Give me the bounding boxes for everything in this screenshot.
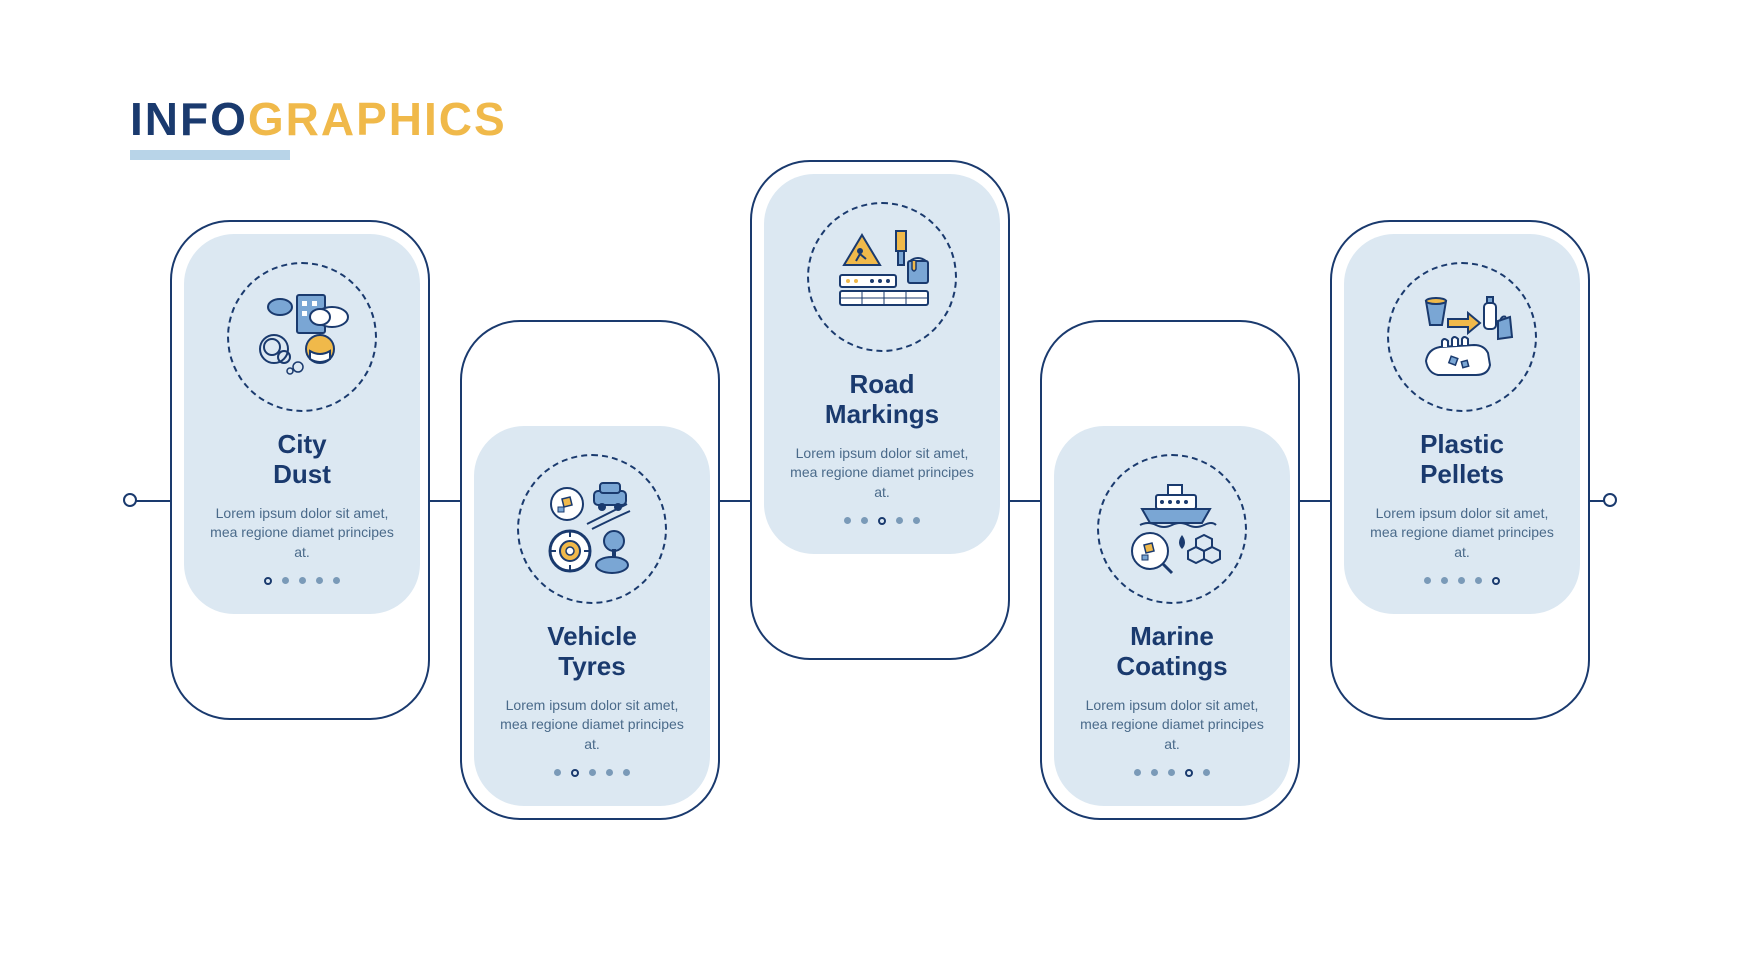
dot bbox=[1168, 769, 1175, 776]
dots-row bbox=[554, 769, 630, 777]
dot bbox=[264, 577, 272, 585]
card-inner: Plastic Pellets Lorem ipsum dolor sit am… bbox=[1344, 234, 1580, 614]
marine-coatings-icon bbox=[1097, 454, 1247, 604]
dots-row bbox=[1424, 577, 1500, 585]
dot bbox=[1458, 577, 1465, 584]
plastic-pellets-icon bbox=[1387, 262, 1537, 412]
card-plastic-pellets: Plastic Pellets Lorem ipsum dolor sit am… bbox=[1330, 220, 1590, 720]
dots-row bbox=[844, 517, 920, 525]
card-title: City Dust bbox=[273, 430, 331, 490]
card-title: Road Markings bbox=[825, 370, 939, 430]
dot bbox=[571, 769, 579, 777]
card-inner: Vehicle Tyres Lorem ipsum dolor sit amet… bbox=[474, 426, 710, 806]
dot bbox=[896, 517, 903, 524]
title-part2: GRAPHICS bbox=[248, 93, 507, 145]
dot bbox=[1151, 769, 1158, 776]
dot bbox=[1424, 577, 1431, 584]
dot bbox=[554, 769, 561, 776]
card-city-dust: City Dust Lorem ipsum dolor sit amet, me… bbox=[170, 220, 430, 720]
dot bbox=[1475, 577, 1482, 584]
city-dust-icon bbox=[227, 262, 377, 412]
dot bbox=[913, 517, 920, 524]
dots-row bbox=[1134, 769, 1210, 777]
dot bbox=[589, 769, 596, 776]
connector-start-node bbox=[123, 493, 137, 507]
road-markings-icon bbox=[807, 202, 957, 352]
dot bbox=[878, 517, 886, 525]
dot bbox=[316, 577, 323, 584]
dot bbox=[844, 517, 851, 524]
card-body: Lorem ipsum dolor sit amet, mea regione … bbox=[206, 504, 398, 563]
card-inner: Road Markings Lorem ipsum dolor sit amet… bbox=[764, 174, 1000, 554]
card-body: Lorem ipsum dolor sit amet, mea regione … bbox=[786, 444, 978, 503]
card-title: Plastic Pellets bbox=[1420, 430, 1504, 490]
dot bbox=[1134, 769, 1141, 776]
connector-end-node bbox=[1603, 493, 1617, 507]
dot bbox=[623, 769, 630, 776]
card-title: Vehicle Tyres bbox=[547, 622, 637, 682]
dot bbox=[282, 577, 289, 584]
card-body: Lorem ipsum dolor sit amet, mea regione … bbox=[1076, 696, 1268, 755]
dots-row bbox=[264, 577, 340, 585]
card-body: Lorem ipsum dolor sit amet, mea regione … bbox=[1366, 504, 1558, 563]
card-inner: City Dust Lorem ipsum dolor sit amet, me… bbox=[184, 234, 420, 614]
vehicle-tyres-icon bbox=[517, 454, 667, 604]
card-marine-coatings: Marine Coatings Lorem ipsum dolor sit am… bbox=[1040, 320, 1300, 820]
dot bbox=[333, 577, 340, 584]
dot bbox=[299, 577, 306, 584]
card-inner: Marine Coatings Lorem ipsum dolor sit am… bbox=[1054, 426, 1290, 806]
card-road-markings: Road Markings Lorem ipsum dolor sit amet… bbox=[750, 160, 1010, 660]
dot bbox=[606, 769, 613, 776]
dot bbox=[1203, 769, 1210, 776]
dot bbox=[861, 517, 868, 524]
dot bbox=[1441, 577, 1448, 584]
dot bbox=[1185, 769, 1193, 777]
cards-container: City Dust Lorem ipsum dolor sit amet, me… bbox=[130, 140, 1610, 840]
card-title: Marine Coatings bbox=[1116, 622, 1227, 682]
page-title: INFOGRAPHICS bbox=[130, 92, 507, 146]
dot bbox=[1492, 577, 1500, 585]
card-vehicle-tyres: Vehicle Tyres Lorem ipsum dolor sit amet… bbox=[460, 320, 720, 820]
card-body: Lorem ipsum dolor sit amet, mea regione … bbox=[496, 696, 688, 755]
title-part1: INFO bbox=[130, 93, 248, 145]
